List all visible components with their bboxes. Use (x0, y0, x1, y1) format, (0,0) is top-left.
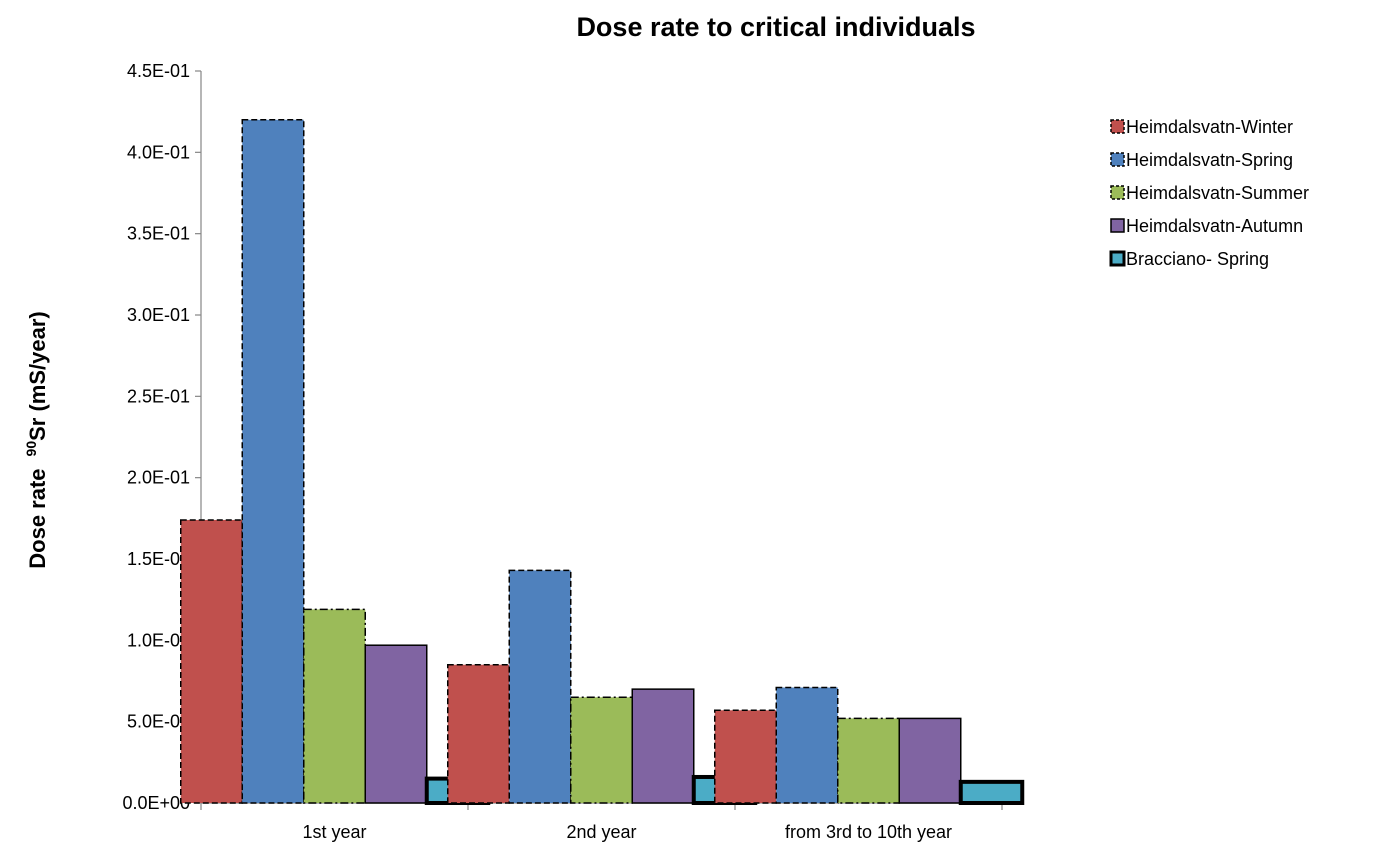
bar-heimdalsvatn-spring (775, 686, 839, 804)
legend-label: Bracciano- Spring (1126, 249, 1269, 269)
x-axis: 1st year 2nd year from 3rd to 10th year (200, 802, 1003, 842)
y-axis-label-superscript: 90 (23, 441, 39, 457)
legend-swatch (1110, 218, 1125, 233)
bars (180, 119, 1025, 805)
y-tick-label: 1.0E-01 (127, 630, 190, 650)
legend: Heimdalsvatn-Winter Heimdalsvatn-Spring He… (1109, 117, 1309, 269)
y-tick-label: 4.5E-01 (127, 61, 190, 81)
legend-swatch (1109, 250, 1126, 267)
legend-label: Heimdalsvatn-Autumn (1126, 216, 1303, 236)
bar-heimdalsvatn-autumn (898, 717, 962, 804)
y-tick-label: 3.0E-01 (127, 305, 190, 325)
bar-heimdalsvatn-autumn (631, 688, 695, 804)
bar-heimdalsvatn-summer (570, 696, 633, 804)
y-tick-label: 2.0E-01 (127, 468, 190, 488)
y-tick-label: 3.5E-01 (127, 224, 190, 244)
bar-heimdalsvatn-spring (241, 119, 305, 804)
y-tick-label: 0.0E+00 (122, 793, 190, 813)
bar-heimdalsvatn-winter (714, 709, 777, 804)
bar-heimdalsvatn-autumn (364, 644, 428, 804)
y-tick-label: 2.5E-01 (127, 386, 190, 406)
y-axis-label-prefix: Dose rate (25, 468, 50, 568)
legend-label: Heimdalsvatn-Spring (1126, 150, 1293, 170)
bar-heimdalsvatn-spring (508, 569, 572, 804)
legend-label: Heimdalsvatn-Winter (1126, 117, 1293, 137)
chart-title: Dose rate to critical individuals (576, 12, 975, 42)
y-axis: 0.0E+00 5.0E-02 1.0E-01 1.5E-01 2.0E-01 2.5E-… (122, 61, 202, 813)
y-tick-label: 1.5E-01 (127, 549, 190, 569)
bar-heimdalsvatn-summer (303, 608, 366, 804)
legend-swatch (1110, 119, 1125, 134)
bar-heimdalsvatn-winter (180, 519, 243, 804)
legend-swatch (1110, 152, 1125, 167)
legend-swatch (1110, 185, 1125, 200)
x-category-label: 1st year (302, 822, 366, 842)
legend-label: Heimdalsvatn-Summer (1126, 183, 1309, 203)
y-tick-label: 4.0E-01 (127, 142, 190, 162)
y-axis-label: Dose rate 90Sr (mS/year) (23, 311, 50, 568)
x-category-label: from 3rd to 10th year (785, 822, 952, 842)
bar-heimdalsvatn-winter (447, 663, 510, 804)
x-category-label: 2nd year (566, 822, 636, 842)
bar-bracciano-spring (958, 779, 1025, 805)
y-axis-label-suffix: Sr (mS/year) (25, 311, 50, 441)
y-tick-label: 5.0E-02 (127, 712, 190, 732)
bar-heimdalsvatn-summer (837, 717, 900, 804)
